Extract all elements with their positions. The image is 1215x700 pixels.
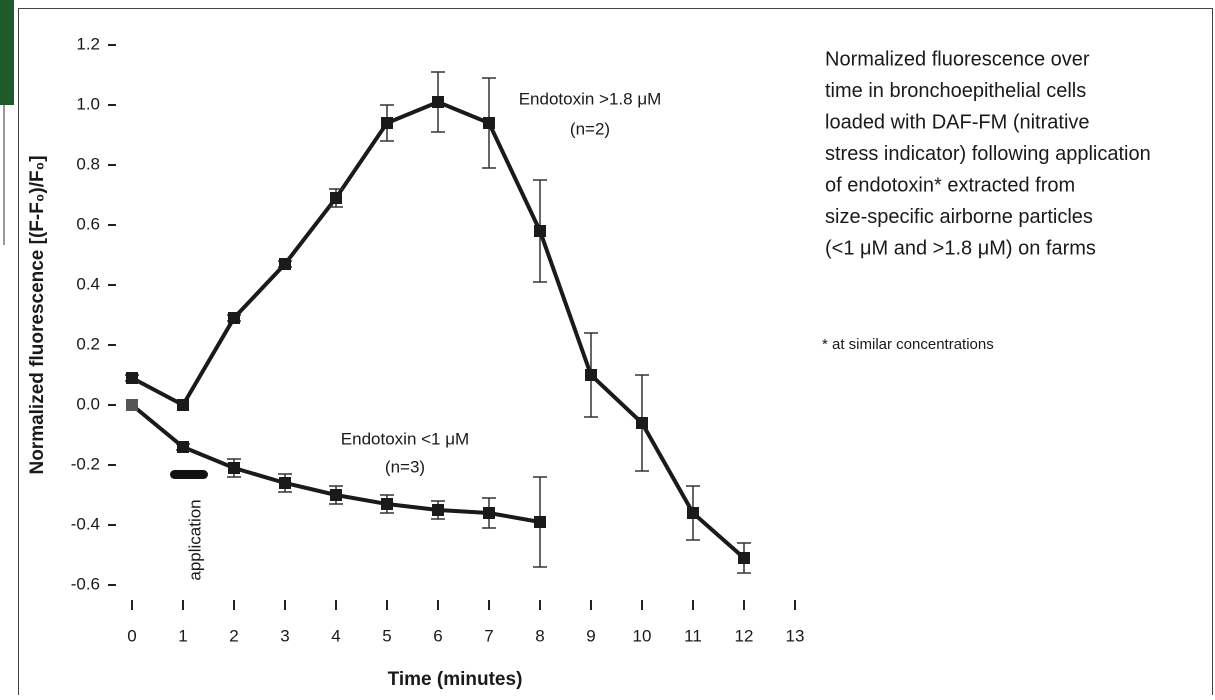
y-tick-label: 1.2 [76,34,100,53]
marker [330,489,342,501]
y-tick-label: 1.0 [76,94,100,113]
series-note: (n=2) [570,119,610,138]
x-tick-label: 4 [331,626,340,645]
marker [432,96,444,108]
marker [738,552,750,564]
y-tick-label: 0.4 [76,274,100,293]
description-line: Normalized fluorescence over [825,48,1090,70]
y-tick-label: 0.2 [76,334,100,353]
x-tick-label: 2 [229,626,238,645]
marker [483,507,495,519]
y-tick-label: -0.6 [71,574,100,593]
series-line [131,99,746,560]
footnote: * at similar concentrations [822,336,994,353]
y-axis-label: Normalized fluorescence [(F-F₀)/F₀] [27,155,48,474]
marker [126,372,138,384]
marker [534,225,546,237]
series-note: (n=3) [385,457,425,476]
left-strip [0,0,14,105]
description-line: time in bronchoepithelial cells [825,80,1086,102]
marker [585,369,597,381]
y-tick-label: -0.4 [71,514,100,533]
y-tick-label: 0.8 [76,154,100,173]
marker [432,504,444,516]
application-bar [170,470,208,479]
x-axis-label: Time (minutes) [388,669,523,690]
marker [228,462,240,474]
marker [126,399,138,411]
x-tick-label: 6 [433,626,442,645]
marker [228,312,240,324]
marker [177,441,189,453]
marker [483,117,495,129]
y-tick-label: 0.6 [76,214,100,233]
y-tick-label: 0.0 [76,394,100,413]
marker [330,192,342,204]
x-tick-label: 10 [633,626,652,645]
x-tick-label: 7 [484,626,493,645]
x-tick-label: 0 [127,626,136,645]
marker [534,516,546,528]
marker [687,507,699,519]
marker [279,258,291,270]
series-label: Endotoxin <1 μM [341,429,469,448]
description-line: size-specific airborne particles [825,206,1093,228]
description-line: loaded with DAF-FM (nitrative [825,111,1090,133]
series-label: Endotoxin >1.8 μM [519,89,662,108]
x-tick-label: 3 [280,626,289,645]
x-tick-label: 1 [178,626,187,645]
x-tick-label: 11 [684,626,702,645]
y-tick-label: -0.2 [71,454,100,473]
description-line: stress indicator) following application [825,143,1151,165]
marker [177,399,189,411]
x-tick-label: 9 [586,626,595,645]
marker [636,417,648,429]
description-line: of endotoxin* extracted from [825,174,1075,196]
x-tick-label: 8 [535,626,544,645]
annotation: application [185,499,204,580]
marker [279,477,291,489]
description-line: (<1 μM and >1.8 μM) on farms [825,237,1096,259]
marker [381,498,393,510]
x-tick-label: 12 [735,626,754,645]
marker [381,117,393,129]
x-tick-label: 5 [382,626,391,645]
x-tick-label: 13 [786,626,805,645]
